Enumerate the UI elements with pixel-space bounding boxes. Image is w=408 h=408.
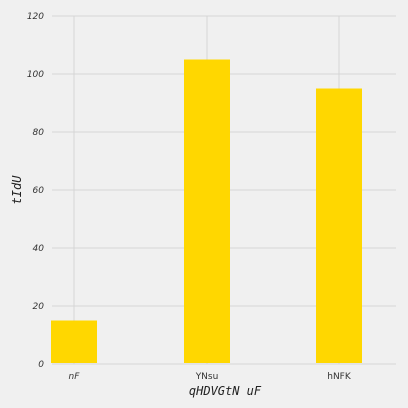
y-tick-label: 100: [27, 70, 44, 80]
y-tick-label: 40: [33, 244, 45, 254]
y-tick-labels: 0 20 40 60 80 100 120: [27, 12, 44, 370]
y-tick-label: 60: [33, 186, 45, 196]
x-tick-labels: nF YNsu hNFK: [69, 372, 352, 382]
x-tick-label: hNFK: [327, 372, 352, 382]
bar-nF: [51, 320, 97, 363]
y-tick-label: 120: [27, 12, 44, 22]
x-tick-label: YNsu: [195, 372, 219, 382]
x-axis-title: qHDVGtN uF: [189, 384, 262, 398]
bars: [51, 59, 362, 363]
y-tick-label: 0: [38, 360, 44, 370]
bar-hNFK: [316, 88, 362, 363]
x-tick-label: nF: [69, 372, 81, 382]
y-axis-title: tIdU: [10, 175, 24, 205]
y-tick-label: 80: [33, 128, 45, 138]
bar-YNsu: [184, 59, 230, 363]
y-tick-label: 20: [33, 302, 45, 312]
